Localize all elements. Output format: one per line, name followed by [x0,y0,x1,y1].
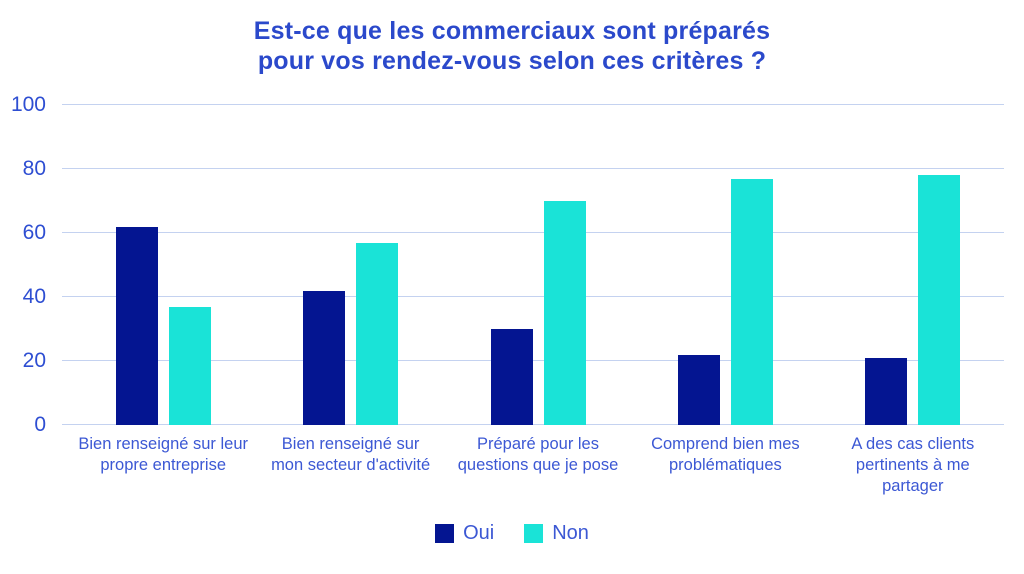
category-label-2: Bien renseigné sur mon secteur d'activit… [271,435,431,474]
legend-item-non: Non [524,521,589,545]
bar-non-3 [543,201,586,425]
y-tick-label-40: 40 [22,285,46,308]
legend-label-non: Non [552,522,589,544]
gridline-0 [62,424,1004,425]
bar-oui-3 [490,329,533,425]
legend-swatch-non [524,523,544,543]
gridline-60 [62,232,1004,233]
legend: Oui Non [0,521,1024,545]
gridline-40 [62,296,1004,297]
bar-oui-4 [677,354,720,425]
gridline-20 [62,360,1004,361]
chart-title: Est-ce que les commerciaux sont préparés… [0,16,1024,76]
category-label-4: Comprend bien mes problématiques [651,435,800,474]
y-tick-label-0: 0 [34,413,46,436]
bar-non-1 [168,306,211,425]
y-tick-label-80: 80 [22,157,46,180]
category-label-1: Bien renseigné sur leur propre entrepris… [78,435,249,474]
plot-area [62,104,1004,425]
legend-item-oui: Oui [435,521,494,545]
bar-oui-5 [865,357,908,425]
category-label-5: A des cas clients pertinents à me partag… [851,435,975,495]
chart-title-line-2: pour vos rendez-vous selon ces critères … [257,47,767,75]
bar-non-2 [356,242,399,425]
bar-non-4 [730,178,773,425]
chart-title-line-1: Est-ce que les commerciaux sont préparés [253,17,771,45]
legend-swatch-oui [435,523,455,543]
bar-oui-1 [115,226,158,425]
bar-oui-2 [303,290,346,425]
y-tick-label-20: 20 [22,349,46,372]
gridline-80 [62,168,1004,169]
category-label-3: Préparé pour les questions que je pose [457,435,619,474]
y-tick-label-100: 100 [10,93,46,116]
y-tick-label-60: 60 [22,221,46,244]
legend-label-oui: Oui [463,522,495,544]
bar-non-5 [918,175,961,425]
gridline-100 [62,104,1004,105]
